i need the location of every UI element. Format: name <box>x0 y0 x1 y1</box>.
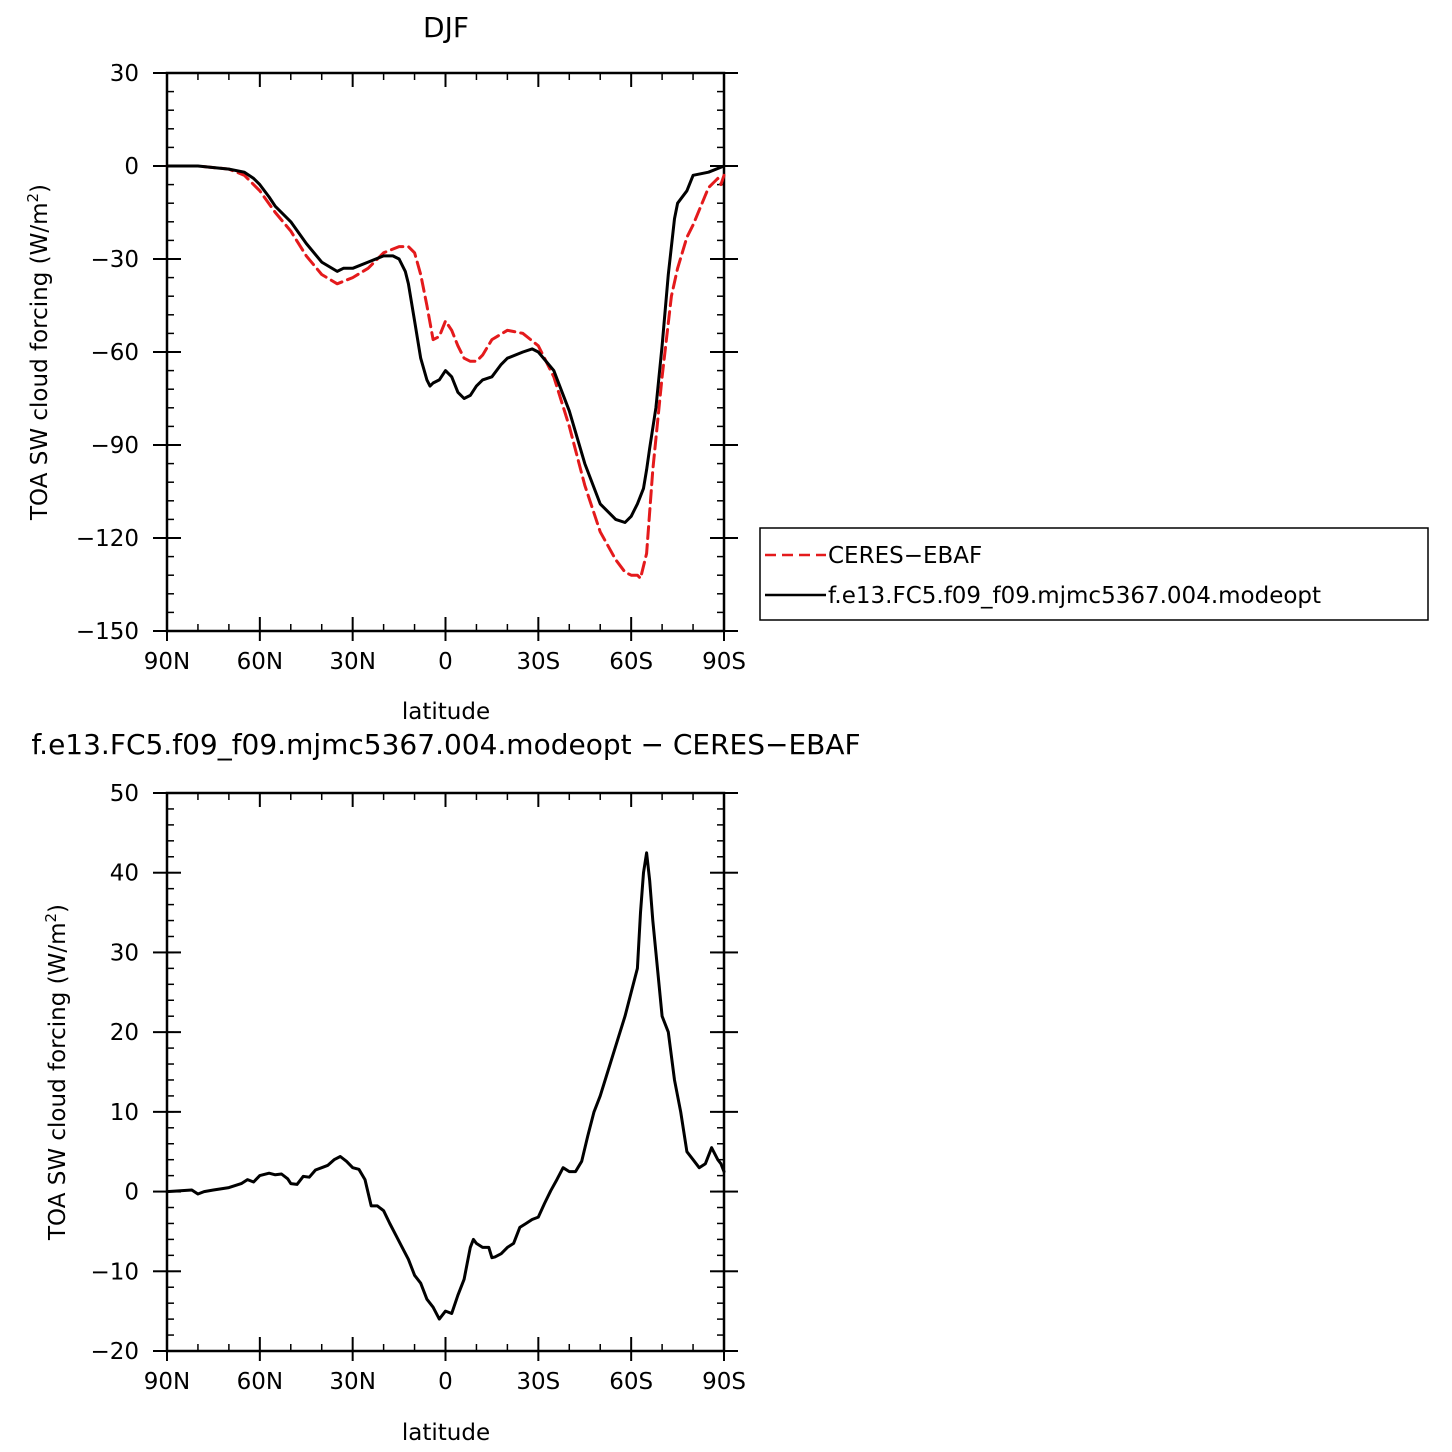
top-series-lines <box>165 164 726 580</box>
x-tick-label: 60S <box>609 1369 653 1395</box>
bottom-plot-frame <box>165 791 726 1353</box>
x-tick-label: 30N <box>329 649 375 675</box>
x-tick-label: 30S <box>516 1369 560 1395</box>
x-tick-label: 30S <box>516 649 560 675</box>
top-chart-panel: DJF 90N 60N 30N 0 30S 60S 90S −150 −120 −90 −60 −30… <box>24 11 1429 725</box>
series-line-ceres <box>165 164 726 580</box>
bottom-x-axis-label: latitude <box>402 1420 490 1446</box>
x-tick-label: 90S <box>702 1369 746 1395</box>
y-tick-label: −60 <box>90 340 139 366</box>
x-tick-label: 60N <box>237 649 283 675</box>
bottom-chart-title: f.e13.FC5.f09_f09.mjmc5367.004.modeopt −… <box>31 728 860 761</box>
bottom-series-lines <box>165 851 726 1321</box>
y-tick-label: 20 <box>110 1020 139 1046</box>
y-tick-label: 40 <box>110 861 139 887</box>
x-tick-label: 90S <box>702 649 746 675</box>
top-chart-title: DJF <box>423 11 469 44</box>
y-tick-label: −10 <box>90 1259 139 1285</box>
x-tick-label: 60N <box>237 1369 283 1395</box>
y-tick-label: 0 <box>124 154 139 180</box>
bottom-y-axis-label: TOA SW cloud forcing (W/m2) <box>42 904 71 1241</box>
legend-entry-model: f.e13.FC5.f09_f09.mjmc5367.004.modeopt <box>828 583 1321 609</box>
y-tick-label: −150 <box>76 619 139 645</box>
y-tick-label: −120 <box>76 526 139 552</box>
legend-box <box>759 527 1429 621</box>
legend-entry-ceres: CERES−EBAF <box>828 543 982 569</box>
y-tick-label: −20 <box>90 1339 139 1365</box>
top-axis-ticks: 90N 60N 30N 0 30S 60S 90S −150 −120 −90 −60 −30 0 30 <box>76 61 746 675</box>
y-tick-label: 0 <box>124 1180 139 1206</box>
x-tick-label: 90N <box>144 1369 190 1395</box>
series-line-difference <box>165 851 726 1321</box>
legend: CERES−EBAF f.e13.FC5.f09_f09.mjmc5367.00… <box>759 527 1429 621</box>
top-plot-frame <box>165 71 726 633</box>
y-tick-label: 30 <box>110 940 139 966</box>
series-line-model <box>165 164 726 524</box>
x-tick-label: 0 <box>438 1369 453 1395</box>
x-tick-label: 60S <box>609 649 653 675</box>
x-tick-label: 90N <box>144 649 190 675</box>
y-tick-label: 50 <box>110 781 139 807</box>
bottom-axis-ticks: 90N 60N 30N 0 30S 60S 90S −20 −10 0 10 20 30 40 50 <box>90 781 745 1395</box>
x-tick-label: 30N <box>329 1369 375 1395</box>
y-tick-label: −90 <box>90 433 139 459</box>
y-tick-label: −30 <box>90 247 139 273</box>
top-x-axis-label: latitude <box>402 699 490 725</box>
top-y-axis-label: TOA SW cloud forcing (W/m2) <box>24 184 53 521</box>
x-tick-label: 0 <box>438 649 453 675</box>
y-tick-label: 30 <box>110 61 139 87</box>
y-tick-label: 10 <box>110 1100 139 1126</box>
bottom-chart-panel: f.e13.FC5.f09_f09.mjmc5367.004.modeopt −… <box>31 728 860 1446</box>
